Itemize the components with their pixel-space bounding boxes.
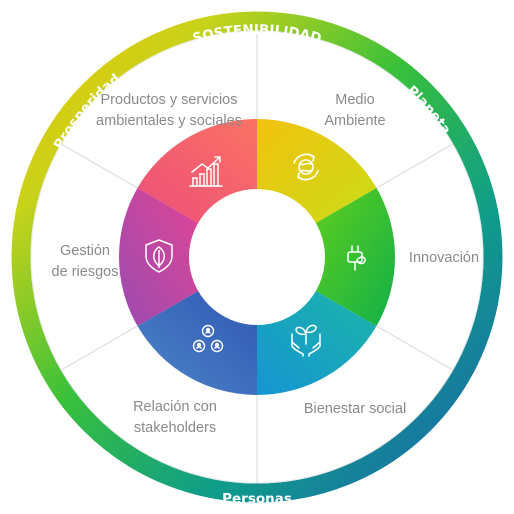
- segment-dividers: [60, 31, 454, 483]
- label-relacion-stakeholders: Relación con stakeholders: [133, 399, 217, 436]
- label-productos-servicios: Productos y servicios ambientales y soci…: [96, 92, 242, 129]
- growth-chart-icon: [189, 156, 223, 187]
- label-innovacion: Innovación: [408, 250, 480, 266]
- label-bienestar-social: Bienestar social: [303, 401, 407, 417]
- hands-plant-icon: [291, 324, 321, 357]
- label-medio-ambiente: Medio Ambiente: [324, 92, 386, 129]
- earth-recycle-icon: [293, 153, 319, 181]
- plug-leaf-icon: [347, 245, 366, 271]
- divider-line: [376, 143, 454, 189]
- shield-leaf-icon: [145, 239, 173, 273]
- divider-line: [376, 325, 454, 371]
- segment-2: [314, 188, 395, 326]
- outer-ring: [11, 11, 503, 503]
- people-network-icon: [192, 324, 224, 353]
- label-gestion-riesgos: Gestión de riesgos: [51, 243, 119, 280]
- divider-line: [60, 325, 138, 371]
- divider-line: [60, 143, 138, 189]
- center-hole: [189, 189, 325, 325]
- ring-label-bottom: Personas: [222, 491, 292, 507]
